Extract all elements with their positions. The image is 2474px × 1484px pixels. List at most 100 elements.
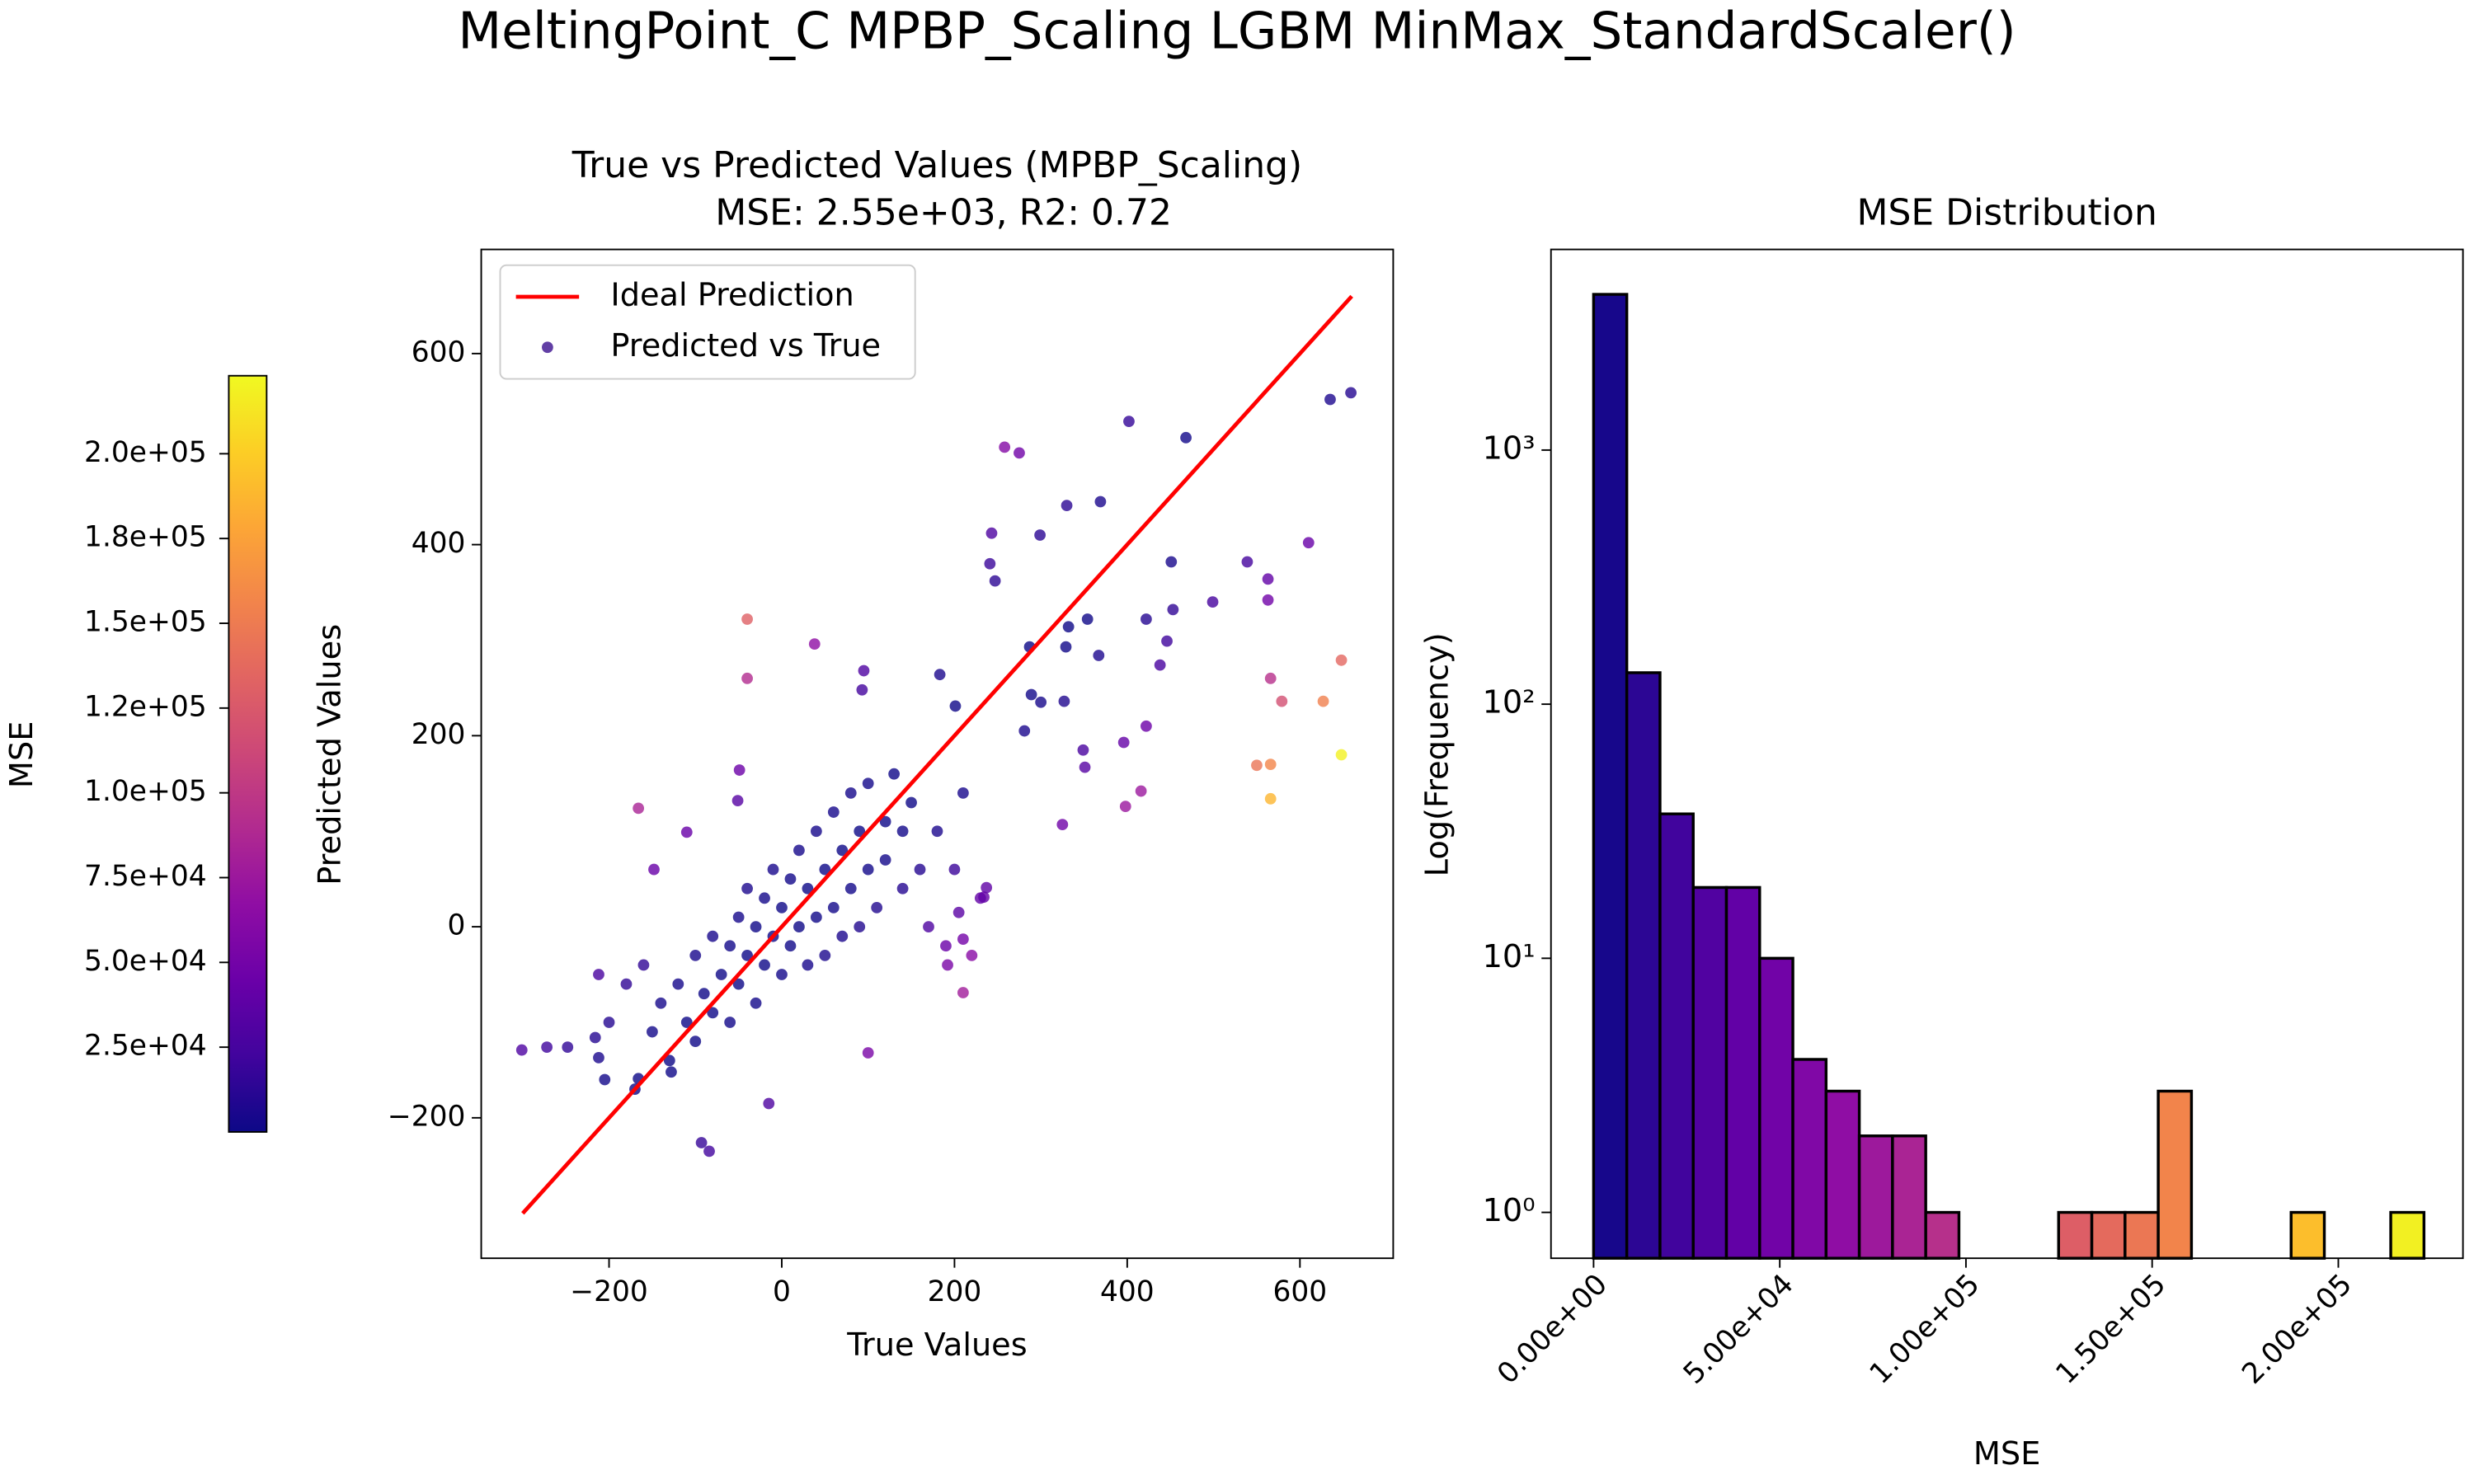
scatter-point: [1335, 654, 1348, 666]
scatter-point: [1058, 695, 1070, 707]
scatter-point: [593, 1051, 604, 1064]
scatter-point: [905, 796, 917, 809]
scatter-point: [879, 854, 891, 866]
subplot-title: MSE Distribution: [1856, 191, 2157, 233]
histogram-bar: [1592, 293, 1629, 1260]
scatter-point: [1123, 416, 1135, 428]
histogram-bar: [1658, 812, 1695, 1260]
x-axis-label: MSE: [1973, 1435, 2040, 1472]
scatter-point: [793, 921, 805, 932]
colorbar-tick-label: 2.5e+04: [84, 1030, 207, 1063]
scatter-point: [703, 1145, 715, 1158]
scatter-point: [952, 906, 965, 918]
scatter-point: [999, 441, 1011, 453]
scatter-point: [836, 930, 849, 942]
scatter-point: [707, 1007, 719, 1019]
scatter-point: [562, 1041, 574, 1053]
scatter-point: [633, 802, 645, 815]
scatter-point: [793, 844, 805, 857]
scatter-point: [931, 825, 943, 838]
y-tick-label: 10²: [1483, 684, 1536, 721]
scatter-point: [784, 873, 797, 885]
y-tick-label: 10¹: [1483, 938, 1536, 975]
y-tick-label: 400: [412, 527, 466, 560]
scatter-point: [732, 978, 745, 990]
legend-box: [499, 264, 916, 380]
scatter-point: [862, 777, 874, 790]
scatter-point: [767, 863, 779, 876]
scatter-point: [957, 933, 969, 946]
scatter-point: [1161, 635, 1173, 647]
scatter-point: [763, 1097, 775, 1110]
scatter-point: [1180, 431, 1192, 444]
scatter-point: [541, 1041, 553, 1053]
x-tick-label: 400: [1100, 1275, 1155, 1308]
histogram-bar: [2057, 1210, 2094, 1260]
histogram-bar: [1791, 1058, 1828, 1260]
colorbar-label: MSE: [3, 721, 40, 789]
scatter-point: [966, 949, 978, 961]
scatter-point: [1014, 447, 1025, 459]
scatter-point: [515, 1044, 528, 1056]
scatter-point: [750, 921, 762, 932]
legend-label: Ideal Prediction: [610, 276, 854, 313]
axes-frame: [1550, 248, 2464, 1260]
scatter-point: [715, 969, 727, 980]
x-tick-label: −200: [570, 1275, 648, 1308]
scatter-point: [732, 911, 745, 923]
scatter-point: [934, 669, 946, 681]
y-tick-label: 0: [448, 909, 466, 942]
colorbar-tick-label: 5.0e+04: [84, 945, 207, 978]
scatter-point: [1018, 725, 1031, 737]
scatter-point: [984, 557, 996, 570]
scatter-point: [724, 940, 736, 952]
scatter-point: [1141, 613, 1152, 625]
scatter-point: [759, 959, 770, 971]
scatter-point: [1345, 387, 1357, 399]
scatter-point: [858, 665, 870, 677]
y-tick-label: 200: [412, 718, 466, 751]
x-tick-label: 5.00e+04: [1677, 1268, 1800, 1391]
scatter-point: [1056, 819, 1069, 831]
scatter-point: [888, 768, 901, 780]
scatter-point: [844, 787, 857, 799]
scatter-point: [808, 638, 821, 650]
axes-frame: [480, 248, 1395, 1260]
scatter-point: [854, 825, 866, 838]
scatter-point: [896, 825, 909, 838]
scatter-point: [871, 902, 883, 913]
scatter-point: [1094, 495, 1107, 508]
scatter-point: [1302, 537, 1315, 549]
histogram-bar: [1924, 1210, 1961, 1260]
scatter-point: [974, 892, 986, 904]
y-axis-label: Predicted Values: [311, 624, 348, 885]
scatter-point: [862, 1047, 874, 1059]
scatter-point: [879, 815, 891, 828]
scatter-point: [940, 940, 952, 952]
scatter-point: [666, 1066, 677, 1078]
scatter-point: [957, 987, 969, 998]
scatter-point: [1241, 556, 1253, 568]
subplot-title: True vs Predicted Values (MPBP_Scaling): [571, 144, 1303, 186]
scatter-point: [689, 949, 702, 961]
histogram-bar: [2124, 1210, 2160, 1260]
scatter-point: [844, 882, 857, 895]
scatter-point: [1276, 695, 1288, 707]
scatter-point: [695, 1137, 708, 1148]
scatter-point: [1061, 500, 1073, 511]
scatter-point: [776, 902, 788, 913]
scatter-point: [741, 949, 753, 961]
colorbar-tick-label: 2.0e+05: [84, 436, 207, 469]
scatter-point: [1324, 393, 1336, 406]
scatter-point: [802, 959, 814, 971]
scatter-point: [648, 863, 660, 876]
x-axis-label: True Values: [846, 1327, 1027, 1364]
scatter-point: [1117, 736, 1130, 749]
histogram-bar: [1857, 1134, 1894, 1260]
legend-label: Predicted vs True: [610, 327, 881, 364]
histogram-bar: [1758, 956, 1794, 1260]
scatter-point: [957, 787, 969, 799]
colorbar: [228, 374, 268, 1133]
ideal-line: [521, 294, 1353, 1215]
